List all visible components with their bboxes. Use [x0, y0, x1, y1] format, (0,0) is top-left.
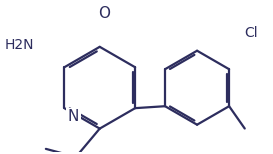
Text: N: N [68, 109, 79, 124]
Text: H2N: H2N [5, 38, 34, 52]
Text: Cl: Cl [244, 26, 257, 40]
Text: O: O [99, 6, 111, 21]
